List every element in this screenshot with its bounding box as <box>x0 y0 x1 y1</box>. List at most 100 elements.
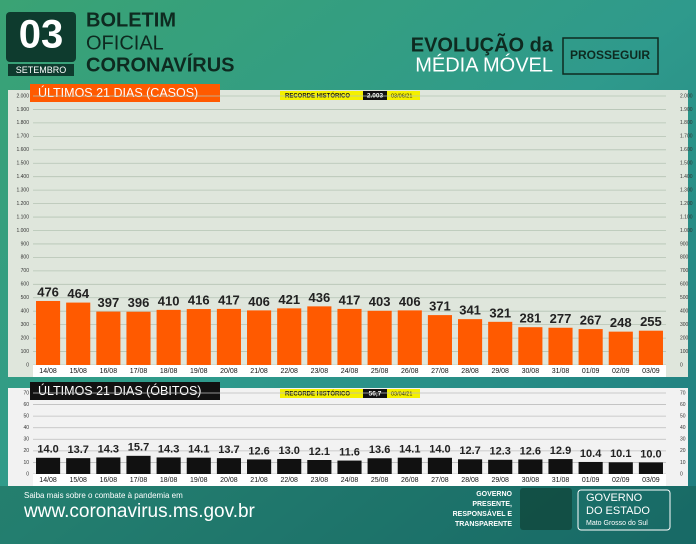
y-tick-label: 1.900 <box>680 107 693 113</box>
bar <box>518 459 543 474</box>
y-tick-label: 1.400 <box>680 174 693 180</box>
x-tick-label: 14/08 <box>39 477 57 484</box>
bar <box>337 460 362 474</box>
value-label: 277 <box>550 311 572 326</box>
value-label: 255 <box>640 314 662 329</box>
x-tick-label: 19/08 <box>190 368 208 375</box>
y-tick-label: 700 <box>21 268 30 274</box>
y-tick-label: 800 <box>680 255 689 261</box>
y-tick-label: 400 <box>21 309 30 315</box>
value-label: 397 <box>98 295 120 310</box>
y-tick-label: 1.900 <box>16 107 29 113</box>
y-tick-label: 10 <box>680 460 686 466</box>
y-tick-label: 300 <box>21 322 30 328</box>
bar <box>578 329 603 365</box>
y-tick-label: 1.100 <box>16 214 29 220</box>
y-tick-label: 1.700 <box>680 134 693 140</box>
bar <box>307 459 332 474</box>
bar <box>548 327 573 365</box>
x-tick-label: 26/08 <box>401 368 419 375</box>
value-label: 403 <box>369 294 391 309</box>
x-tick-label: 20/08 <box>220 368 238 375</box>
x-tick-label: 31/08 <box>552 368 570 375</box>
bar <box>488 459 513 474</box>
y-tick-label: 1.200 <box>680 201 693 207</box>
bar <box>638 462 663 474</box>
y-tick-label: 0 <box>680 362 683 368</box>
y-tick-label: 1.000 <box>16 228 29 234</box>
y-tick-label: 0 <box>680 471 683 477</box>
x-tick-label: 26/08 <box>401 477 419 484</box>
x-tick-label: 22/08 <box>280 368 298 375</box>
y-tick-label: 60 <box>23 402 29 408</box>
y-tick-label: 0 <box>26 362 29 368</box>
evolution: EVOLUÇÃO da <box>411 33 554 56</box>
value-label: 281 <box>520 311 542 326</box>
bar <box>337 308 362 365</box>
x-tick-label: 27/08 <box>431 368 449 375</box>
y-tick-label: 600 <box>21 282 30 288</box>
value-label: 12.9 <box>550 445 571 457</box>
bar <box>277 308 302 365</box>
value-label: 341 <box>459 303 481 318</box>
category-strip <box>33 474 666 486</box>
y-tick-label: 1.100 <box>680 214 693 220</box>
x-tick-label: 14/08 <box>39 368 57 375</box>
bar <box>156 457 181 474</box>
bar <box>397 457 422 474</box>
record-value-box <box>363 389 387 398</box>
brand: PROSSEGUIR <box>570 48 650 62</box>
record-date: 03/04/21 <box>391 391 412 397</box>
y-tick-label: 20 <box>680 448 686 454</box>
gov-box <box>577 489 671 531</box>
value-label: 406 <box>248 294 270 309</box>
y-tick-label: 1.600 <box>16 147 29 153</box>
x-tick-label: 25/08 <box>371 477 389 484</box>
x-tick-label: 15/08 <box>69 477 87 484</box>
bar <box>427 457 452 474</box>
y-tick-label: 100 <box>21 349 30 355</box>
value-label: 406 <box>399 294 421 309</box>
y-tick-label: 900 <box>680 241 689 247</box>
y-tick-label: 200 <box>680 335 689 341</box>
y-tick-label: 1.300 <box>680 187 693 193</box>
gov-state: Mato Grosso do Sul <box>586 520 648 527</box>
y-tick-label: 700 <box>680 268 689 274</box>
value-label: 417 <box>218 292 240 307</box>
x-tick-label: 03/09 <box>642 368 660 375</box>
gov: DO ESTADO <box>586 505 650 517</box>
corona: CORONAVÍRUS <box>86 53 235 76</box>
x-tick-label: 28/08 <box>461 477 479 484</box>
y-tick-label: 70 <box>23 390 29 396</box>
x-tick-label: 25/08 <box>371 368 389 375</box>
value-label: 12.1 <box>309 446 330 458</box>
y-tick-label: 30 <box>23 437 29 443</box>
moving-average: MÉDIA MÓVEL <box>415 53 553 76</box>
bar <box>488 321 513 365</box>
bar <box>186 309 211 365</box>
value-label: 476 <box>37 284 59 299</box>
value-label: 13.7 <box>218 444 239 456</box>
y-tick-label: 400 <box>680 309 689 315</box>
value-label: 12.7 <box>459 445 480 457</box>
record-date: 03/06/21 <box>391 93 412 99</box>
value-label: 416 <box>188 292 210 307</box>
month-box <box>8 64 74 76</box>
value-label: 396 <box>128 295 150 310</box>
bar <box>156 309 181 365</box>
x-tick-label: 02/09 <box>612 477 630 484</box>
y-tick-label: 30 <box>680 437 686 443</box>
x-tick-label: 30/08 <box>522 477 540 484</box>
bar <box>66 458 91 474</box>
bar <box>96 457 121 474</box>
value-label: 15.7 <box>128 442 149 454</box>
value-label: 10.4 <box>580 448 602 460</box>
y-tick-label: 0 <box>26 471 29 477</box>
value-label: 14.1 <box>188 444 209 456</box>
record-label: RECORDE HISTÓRICO <box>285 390 350 398</box>
y-tick-label: 1.400 <box>16 174 29 180</box>
y-tick-label: 200 <box>21 335 30 341</box>
value-label: 12.3 <box>490 446 511 458</box>
value-label: 421 <box>278 292 300 307</box>
